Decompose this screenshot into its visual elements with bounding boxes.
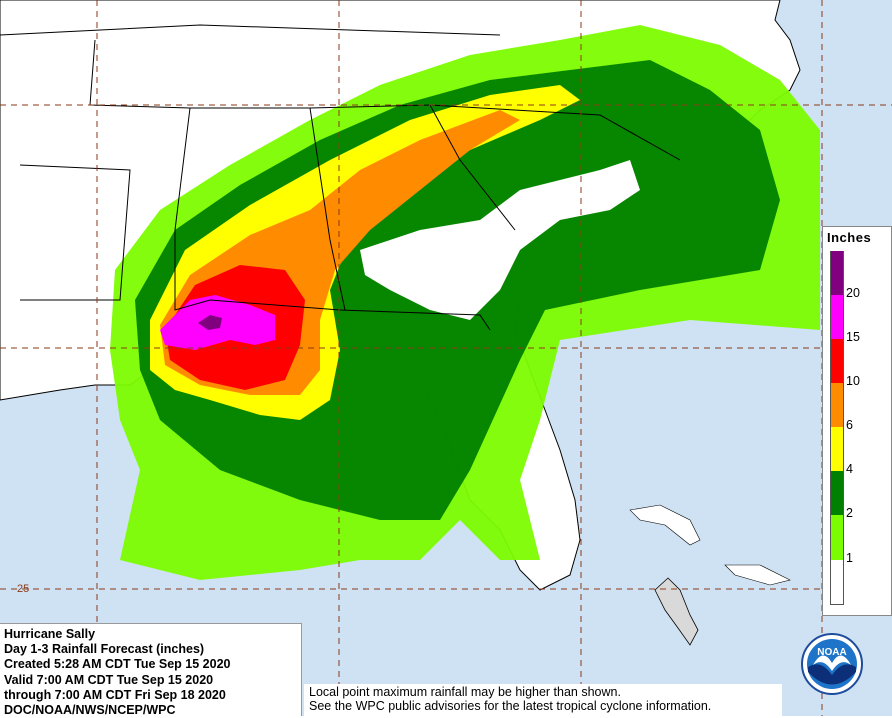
latitude-label: 25 [17,583,30,595]
storm-name: Hurricane Sally [4,627,96,641]
legend-label: 20 [846,286,860,300]
created-time: Created 5:28 AM CDT Tue Sep 15 2020 [4,657,231,672]
boundary-line [309,107,346,311]
boundary-line [339,309,491,331]
cuba-island [654,577,699,646]
boundary-line [429,104,681,161]
noaa-logo: NOAA [801,633,863,695]
legend-label: 4 [846,462,853,476]
rainfall-contours [110,25,820,580]
logo-gull-wing [813,655,851,671]
legend-swatch [830,251,844,273]
title-block: Hurricane Sally Day 1-3 Rainfall Forecas… [0,623,302,718]
rain-light-florida [360,160,640,320]
through-time: through 7:00 AM CDT Fri Sep 18 2020 [4,687,226,702]
legend-swatch [830,383,844,427]
disclaimer-line-2: See the WPC public advisories for the la… [309,699,712,713]
boundary-line [174,107,341,311]
legend-swatch [830,560,844,605]
agency-credit: DOC/NOAA/NWS/NCEP/WPC [4,703,176,718]
rain-20in-area [198,315,222,330]
boundary-line [19,164,131,301]
logo-gull-shape [808,664,856,685]
legend-label: 10 [846,374,860,388]
legend-swatch [830,295,844,339]
legend-label: 6 [846,418,853,432]
disclaimer-line-1: Local point maximum rainfall may be high… [309,685,621,699]
legend-label: 15 [846,330,860,344]
bahamas-islands [629,504,791,586]
legend-swatch [830,515,844,560]
legend-label: 2 [846,506,853,520]
valid-time: Valid 7:00 AM CDT Tue Sep 15 2020 [4,672,214,687]
disclaimer: Local point maximum rainfall may be high… [304,684,782,716]
boundary-line [0,24,501,36]
boundary-line [429,104,516,231]
state-boundaries [0,24,681,331]
legend-title: Inches [827,230,872,245]
legend-swatch [830,273,844,295]
legend-swatch [830,427,844,471]
logo-text: NOAA [817,647,846,658]
forecast-title: Day 1-3 Rainfall Forecast (inches) [4,642,205,657]
legend-label: 1 [846,551,853,565]
legend-swatch [830,471,844,515]
legend-swatch [830,339,844,383]
legend: Inches 20 15 10 6 4 2 1 [822,226,892,616]
